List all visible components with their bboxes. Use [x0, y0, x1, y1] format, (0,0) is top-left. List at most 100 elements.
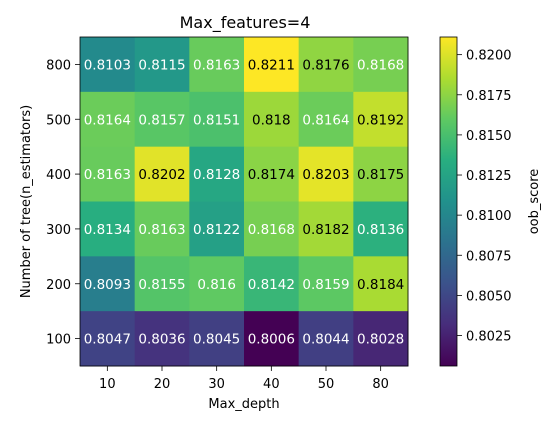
- cell-value-label: 0.8134: [84, 222, 131, 238]
- y-tick-label: 500: [46, 113, 71, 128]
- heatmap-cell: [298, 311, 354, 367]
- cell-value-label: 0.8155: [138, 277, 185, 293]
- cell-value-label: 0.8175: [357, 167, 404, 183]
- cell-value-label: 0.8103: [84, 57, 131, 73]
- colorbar-tick-label: 0.8150: [466, 129, 512, 144]
- cell-value-label: 0.8163: [138, 222, 185, 238]
- heatmap-cell: [244, 146, 300, 202]
- heatmap-cell: [189, 311, 245, 367]
- heatmap-cell: [353, 311, 409, 367]
- heatmap-cell: [353, 91, 409, 148]
- heatmap-cell: [134, 311, 190, 367]
- x-tick-label: 30: [208, 377, 225, 392]
- heatmap-cell: [244, 37, 300, 93]
- cell-value-label: 0.8163: [193, 57, 240, 73]
- heatmap-cell: [298, 201, 354, 257]
- chart-title: Max_features=4: [180, 13, 311, 33]
- cell-value-label: 0.8159: [302, 277, 349, 293]
- heatmap-cell: [189, 91, 245, 148]
- heatmap-cell: [134, 256, 190, 312]
- cell-value-label: 0.8151: [193, 112, 240, 128]
- colorbar-tick-label: 0.8175: [466, 89, 512, 104]
- heatmap-cell: [189, 146, 245, 202]
- x-tick-label: 80: [372, 377, 389, 392]
- cell-value-label: 0.8168: [248, 222, 295, 238]
- cell-value-label: 0.8163: [84, 167, 131, 183]
- cell-value-label: 0.8192: [357, 112, 404, 128]
- cell-value-label: 0.8028: [357, 332, 404, 348]
- heatmap-cell: [80, 37, 136, 93]
- y-tick-label: 400: [46, 168, 71, 183]
- y-axis-label: Number of tree(n_estimators): [19, 105, 34, 298]
- heatmap-cell: [244, 311, 300, 367]
- cell-value-label: 0.8036: [138, 332, 185, 348]
- cell-value-label: 0.816: [197, 277, 236, 293]
- heatmap-cell: [244, 256, 300, 312]
- heatmap-cell: [353, 37, 409, 93]
- cell-value-label: 0.8202: [138, 167, 185, 183]
- heatmap-cell: [244, 91, 300, 148]
- cell-value-label: 0.8164: [302, 112, 349, 128]
- y-tick-label: 200: [46, 278, 71, 293]
- heatmap-cell: [298, 37, 354, 93]
- cell-value-label: 0.8093: [84, 277, 131, 293]
- colorbar-tick-label: 0.8200: [466, 49, 512, 64]
- heatmap-cell: [298, 146, 354, 202]
- colorbar-tick-label: 0.8025: [466, 330, 512, 345]
- cell-value-label: 0.8203: [302, 167, 349, 183]
- cell-value-label: 0.8115: [138, 57, 185, 73]
- cell-value-label: 0.8006: [248, 332, 295, 348]
- colorbar-ticks: 0.8025 0.8050 0.8075 0.8100 0.8125 0.8150 0.81…: [457, 49, 512, 345]
- colorbar-label: oob_score: [527, 169, 542, 235]
- heatmap-cell: [244, 201, 300, 257]
- heatmap-cell: [134, 146, 190, 202]
- x-axis-ticks: 10 20 30 40 50 80: [99, 366, 389, 392]
- x-tick-label: 50: [318, 377, 335, 392]
- cell-value-label: 0.8157: [138, 112, 185, 128]
- x-tick-label: 10: [99, 377, 116, 392]
- heatmap-cell: [189, 256, 245, 312]
- cell-value-label: 0.8044: [302, 332, 349, 348]
- x-tick-label: 40: [263, 377, 280, 392]
- cell-value-label: 0.8168: [357, 57, 404, 73]
- heatmap-cell: [353, 256, 409, 312]
- heatmap-cell: [80, 146, 136, 202]
- colorbar: [439, 36, 458, 367]
- cell-value-label: 0.8142: [248, 277, 295, 293]
- heatmap-cell: [134, 91, 190, 148]
- cell-value-label: 0.8174: [248, 167, 295, 183]
- cell-value-label: 0.8184: [357, 277, 404, 293]
- heatmap-cell: [189, 37, 245, 93]
- y-tick-label: 800: [46, 58, 71, 73]
- cell-value-label: 0.8128: [193, 167, 240, 183]
- heatmap-cell: [353, 201, 409, 257]
- y-tick-label: 100: [46, 333, 71, 348]
- heatmap-cells: 0.8103 0.8115 0.8163 0.8211 0.8176 0.8168 0.81…: [80, 37, 409, 367]
- heatmap-cell: [298, 91, 354, 148]
- colorbar-tick-label: 0.8075: [466, 249, 512, 264]
- cell-value-label: 0.8045: [193, 332, 240, 348]
- y-axis-ticks: 800 500 400 300 200 100: [46, 58, 80, 348]
- cell-value-label: 0.818: [252, 112, 291, 128]
- heatmap-cell: [353, 146, 409, 202]
- heatmap-cell: [80, 91, 136, 148]
- heatmap-cell: [189, 201, 245, 257]
- heatmap-cell: [80, 311, 136, 367]
- colorbar-tick-label: 0.8100: [466, 209, 512, 224]
- colorbar-tick-label: 0.8050: [466, 289, 512, 304]
- x-tick-label: 20: [154, 377, 171, 392]
- cell-value-label: 0.8182: [302, 222, 349, 238]
- cell-value-label: 0.8136: [357, 222, 404, 238]
- heatmap-cell: [134, 37, 190, 93]
- cell-value-label: 0.8211: [248, 57, 295, 73]
- plot-frame: [79, 36, 409, 367]
- heatmap-cell: [80, 256, 136, 312]
- heatmap-cell: [80, 201, 136, 257]
- cell-value-label: 0.8176: [302, 57, 349, 73]
- y-tick-label: 300: [46, 223, 71, 238]
- heatmap-cell: [298, 256, 354, 312]
- colorbar-tick-label: 0.8125: [466, 169, 512, 184]
- x-axis-label: Max_depth: [208, 397, 279, 412]
- cell-value-label: 0.8164: [84, 112, 131, 128]
